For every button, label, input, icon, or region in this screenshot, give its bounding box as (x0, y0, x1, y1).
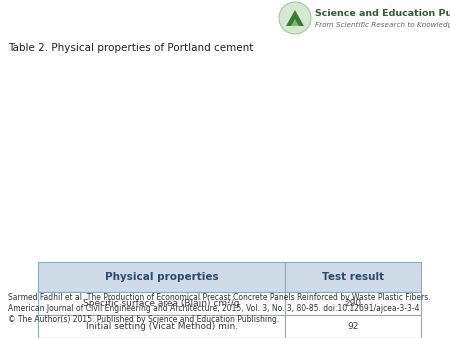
Bar (285, 315, 421, 338)
Text: American Journal of Civil Engineering and Architecture, 2015, Vol. 3, No. 3, 80-: American Journal of Civil Engineering an… (8, 304, 419, 313)
Bar (38, 262, 285, 292)
Text: 92: 92 (347, 322, 359, 331)
Text: Science and Education Publishing: Science and Education Publishing (315, 8, 450, 18)
Text: Physical properties: Physical properties (105, 272, 218, 282)
Polygon shape (286, 10, 304, 26)
Bar (38, 315, 285, 338)
Bar (38, 292, 285, 315)
Circle shape (279, 2, 311, 34)
Text: Initial setting (Vicat Method) min.: Initial setting (Vicat Method) min. (86, 322, 238, 331)
Bar (285, 262, 421, 292)
Bar (285, 292, 421, 315)
Text: Test result: Test result (322, 272, 384, 282)
Text: Sarmed Fadhil et al. The Production of Economical Precast Concrete Panels Reinfo: Sarmed Fadhil et al. The Production of E… (8, 293, 431, 302)
Text: © The Author(s) 2015. Published by Science and Education Publishing.: © The Author(s) 2015. Published by Scien… (8, 315, 279, 324)
Text: Table 2. Physical properties of Portland cement: Table 2. Physical properties of Portland… (8, 43, 253, 53)
Polygon shape (291, 19, 299, 26)
Text: 290: 290 (344, 299, 361, 308)
Text: From Scientific Research to Knowledge: From Scientific Research to Knowledge (315, 22, 450, 28)
Text: Specific surface area (Blain) cm²/g: Specific surface area (Blain) cm²/g (83, 299, 240, 308)
